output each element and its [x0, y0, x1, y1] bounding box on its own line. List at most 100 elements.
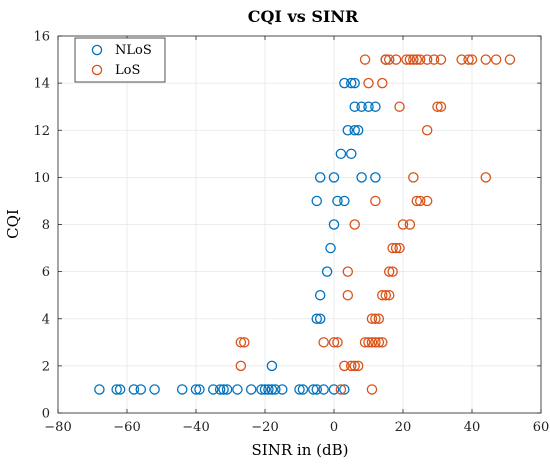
- legend-label-nlos: NLoS: [115, 43, 152, 58]
- x-tick-label: 0: [330, 420, 338, 435]
- data-point-los: [380, 289, 391, 301]
- data-point-los: [377, 77, 388, 89]
- data-point-los: [328, 337, 340, 348]
- data-point-nlos: [345, 77, 357, 89]
- y-tick-label: 4: [42, 312, 50, 327]
- legend-marker-nlos: [91, 44, 103, 56]
- data-point-los: [345, 360, 357, 372]
- data-point-los: [335, 384, 347, 395]
- data-point-los: [411, 195, 423, 207]
- x-tick-label: −80: [44, 420, 71, 435]
- data-point-los: [390, 242, 402, 254]
- data-point-los: [366, 337, 378, 348]
- data-point-nlos: [328, 384, 340, 395]
- y-axis-label: CQI: [4, 209, 22, 239]
- data-point-los: [421, 195, 433, 207]
- data-point-nlos: [207, 384, 219, 395]
- data-point-nlos: [221, 384, 233, 395]
- data-point-los: [349, 360, 360, 372]
- grid-lines: [57, 35, 542, 414]
- data-point-los: [373, 337, 385, 348]
- data-point-nlos: [314, 172, 326, 183]
- legend-box: [74, 37, 166, 83]
- y-tick-label: 2: [42, 359, 50, 374]
- y-tick-label: 14: [33, 77, 50, 92]
- data-point-nlos: [339, 77, 350, 89]
- data-point-nlos: [328, 219, 340, 230]
- data-point-nlos: [311, 313, 322, 324]
- x-tick-label: 40: [464, 420, 481, 435]
- data-point-nlos: [149, 384, 160, 395]
- data-point-nlos: [370, 172, 381, 183]
- data-point-los: [404, 219, 416, 230]
- data-point-los: [408, 172, 419, 183]
- data-point-los: [332, 337, 343, 348]
- data-point-los: [377, 289, 388, 301]
- data-point-nlos: [128, 384, 140, 395]
- data-point-los: [414, 195, 426, 207]
- data-point-los: [480, 172, 492, 183]
- data-point-los: [428, 54, 440, 65]
- data-point-los: [359, 337, 371, 348]
- data-point-los: [421, 125, 433, 136]
- y-tick-label: 10: [33, 171, 50, 186]
- data-point-nlos: [245, 384, 257, 395]
- data-point-nlos: [328, 172, 340, 183]
- data-point-nlos: [349, 77, 360, 89]
- data-point-los: [394, 101, 405, 112]
- data-point-nlos: [266, 384, 278, 395]
- data-point-los: [318, 337, 329, 348]
- data-point-los: [363, 77, 374, 89]
- data-point-los: [404, 54, 416, 65]
- x-axis-label: SINR in (dB): [252, 441, 349, 459]
- data-point-los: [414, 54, 426, 65]
- data-point-los: [342, 289, 354, 301]
- data-point-los: [235, 360, 247, 372]
- data-point-nlos: [349, 125, 360, 136]
- x-tick-label: −60: [113, 420, 140, 435]
- data-point-nlos: [297, 384, 309, 395]
- data-point-nlos: [263, 384, 274, 395]
- data-point-los: [394, 242, 405, 254]
- y-tick-label: 0: [42, 407, 50, 422]
- data-point-nlos: [276, 384, 288, 395]
- data-point-nlos: [342, 125, 354, 136]
- data-point-nlos: [314, 289, 326, 301]
- data-point-nlos: [270, 384, 281, 395]
- x-tick-label: 20: [395, 420, 412, 435]
- data-point-nlos: [311, 195, 322, 207]
- data-point-nlos: [308, 384, 319, 395]
- data-point-los: [363, 337, 374, 348]
- data-point-nlos: [259, 384, 271, 395]
- data-point-los: [456, 54, 467, 65]
- data-point-los: [366, 384, 378, 395]
- data-point-los: [342, 266, 354, 277]
- data-point-los: [359, 54, 371, 65]
- axis-ticks: −80 −60 −40 −20 0 20 40 60 0 2 4 6 8 10 12 14 16: [33, 30, 549, 436]
- data-point-los: [235, 337, 247, 348]
- data-point-los: [435, 101, 447, 112]
- data-point-nlos: [135, 384, 147, 395]
- data-point-los: [387, 242, 398, 254]
- y-tick-label: 16: [33, 30, 50, 45]
- data-point-los: [370, 195, 381, 207]
- data-point-nlos: [335, 148, 347, 160]
- data-point-nlos: [339, 195, 350, 207]
- data-point-nlos: [190, 384, 202, 395]
- x-tick-label: −40: [182, 420, 209, 435]
- data-point-los: [504, 54, 516, 65]
- data-point-nlos: [194, 384, 205, 395]
- legend: NLoS LoS: [74, 37, 166, 83]
- data-point-nlos: [266, 360, 278, 372]
- data-point-los: [466, 54, 478, 65]
- data-point-los: [397, 219, 409, 230]
- data-point-nlos: [321, 266, 333, 277]
- data-point-nlos: [332, 195, 343, 207]
- data-point-los: [387, 266, 398, 277]
- data-point-los: [435, 54, 447, 65]
- data-point-los: [432, 101, 443, 112]
- data-point-los: [383, 266, 395, 277]
- data-point-nlos: [318, 384, 329, 395]
- legend-marker-los: [91, 64, 103, 76]
